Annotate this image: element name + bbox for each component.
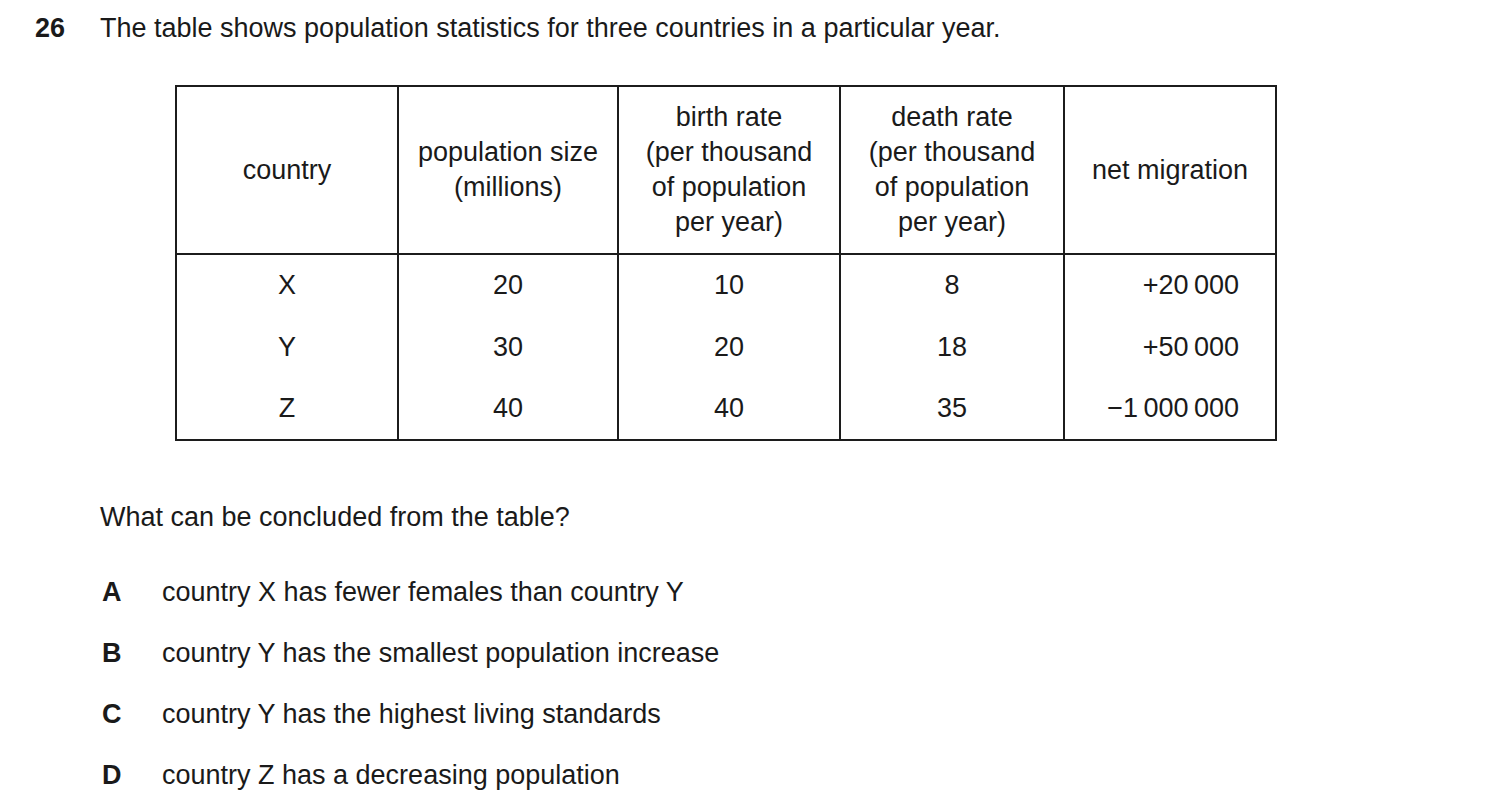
- option-text: country Y has the smallest population in…: [162, 638, 719, 669]
- option-letter: A: [102, 577, 162, 608]
- option-letter: C: [102, 699, 162, 730]
- exam-question-page: 26 The table shows population statistics…: [0, 0, 1500, 801]
- cell-country: Y: [176, 316, 398, 378]
- option-text: country Z has a decreasing population: [162, 760, 620, 791]
- col-header-birth-rate: birth rate (per thousand of population p…: [618, 86, 840, 254]
- cell-country: X: [176, 254, 398, 316]
- question-number: 26: [35, 13, 65, 44]
- cell-death-rate: 8: [840, 254, 1064, 316]
- col-header-country: country: [176, 86, 398, 254]
- cell-net-migration: +20 000: [1064, 254, 1276, 316]
- table-row-country-z: Z 40 40 35 −1 000 000: [176, 378, 1276, 440]
- cell-net-migration: −1 000 000: [1064, 378, 1276, 440]
- option-text: country X has fewer females than country…: [162, 577, 684, 608]
- cell-birth-rate: 10: [618, 254, 840, 316]
- col-header-population-size: population size (millions): [398, 86, 618, 254]
- cell-death-rate: 18: [840, 316, 1064, 378]
- col-header-net-migration: net migration: [1064, 86, 1276, 254]
- cell-population-size: 30: [398, 316, 618, 378]
- cell-country: Z: [176, 378, 398, 440]
- population-statistics-table: country population size (millions) birth…: [175, 85, 1277, 441]
- table-row-country-y: Y 30 20 18 +50 000: [176, 316, 1276, 378]
- cell-net-migration: +50 000: [1064, 316, 1276, 378]
- col-header-death-rate: death rate (per thousand of population p…: [840, 86, 1064, 254]
- option-letter: B: [102, 638, 162, 669]
- answer-option-b: B country Y has the smallest population …: [102, 638, 1402, 669]
- answer-option-d: D country Z has a decreasing population: [102, 760, 1402, 791]
- table-header-row: country population size (millions) birth…: [176, 86, 1276, 254]
- question-intro-text: The table shows population statistics fo…: [100, 13, 1000, 44]
- cell-birth-rate: 40: [618, 378, 840, 440]
- answer-option-a: A country X has fewer females than count…: [102, 577, 1402, 608]
- cell-death-rate: 35: [840, 378, 1064, 440]
- cell-birth-rate: 20: [618, 316, 840, 378]
- cell-population-size: 20: [398, 254, 618, 316]
- question-prompt: What can be concluded from the table?: [100, 502, 570, 533]
- answer-option-c: C country Y has the highest living stand…: [102, 699, 1402, 730]
- option-text: country Y has the highest living standar…: [162, 699, 661, 730]
- table-row-country-x: X 20 10 8 +20 000: [176, 254, 1276, 316]
- cell-population-size: 40: [398, 378, 618, 440]
- option-letter: D: [102, 760, 162, 791]
